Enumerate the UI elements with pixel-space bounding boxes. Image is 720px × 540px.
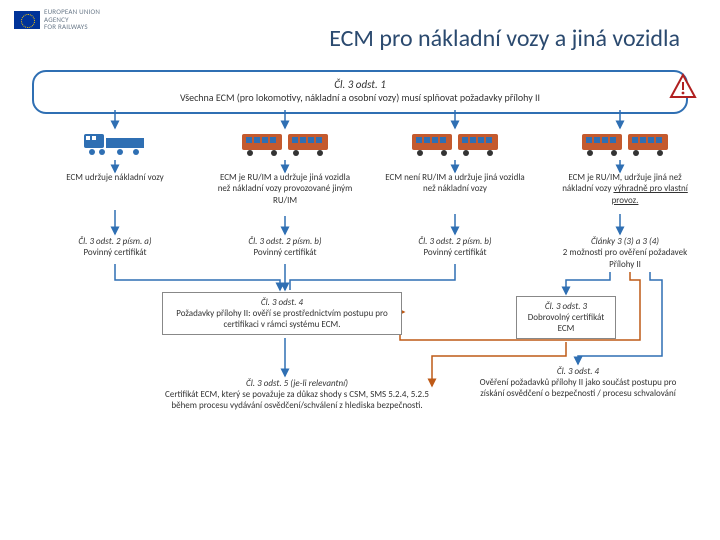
icon-passenger-wagons-2c [550,128,700,162]
header-requirement-box: Čl. 3 odst. 1 Všechna ECM (pro lokomotiv… [32,70,688,114]
col4-cert: Články 3 (3) a 3 (4) 2 možnosti pro ověř… [550,236,700,270]
col2-desc: ECM je RU/IM a udržuje jiná vozidla než … [210,172,360,206]
eu-flag-icon [14,11,40,29]
box-art34-safety: Čl. 3 odst. 4 Ověření požadavků přílohy … [476,366,680,399]
box-art35-csm: Čl. 3 odst. 5 (je-li relevantní) Certifi… [162,378,432,411]
header-article-text: Všechna ECM (pro lokomotivy, nákladní a … [74,91,646,104]
box-art34-annex2: Čl. 3 odst. 4 Požadavky přílohy II: ověř… [162,292,402,335]
warning-icon [670,74,696,98]
box-art33-voluntary: Čl. 3 odst. 3 Dobrovolný certifikát ECM [516,296,616,339]
logo-text: EUROPEAN UNION AGENCY FOR RAILWAYS [44,8,100,31]
col1-cert: Čl. 3 odst. 2 písm. a) Povinný certifiká… [40,236,190,259]
col3-cert: Čl. 3 odst. 2 písm. b) Povinný certifiká… [380,236,530,259]
col3-desc: ECM není RU/IM a udržuje jiná vozidla ne… [380,172,530,195]
icon-freight-wagon [40,128,190,162]
col2-cert: Čl. 3 odst. 2 písm. b) Povinný certifiká… [210,236,360,259]
icon-passenger-wagons-2b [380,128,530,162]
col4-desc: ECM je RU/IM, udržuje jiná než nákladní … [550,172,700,206]
icon-passenger-wagons-2a [210,128,360,162]
era-logo: EUROPEAN UNION AGENCY FOR RAILWAYS [14,8,100,31]
page-title: ECM pro nákladní vozy a jiná vozidla [329,24,680,53]
header-article-ref: Čl. 3 odst. 1 [74,78,646,91]
col1-desc: ECM udržuje nákladní vozy [40,172,190,183]
